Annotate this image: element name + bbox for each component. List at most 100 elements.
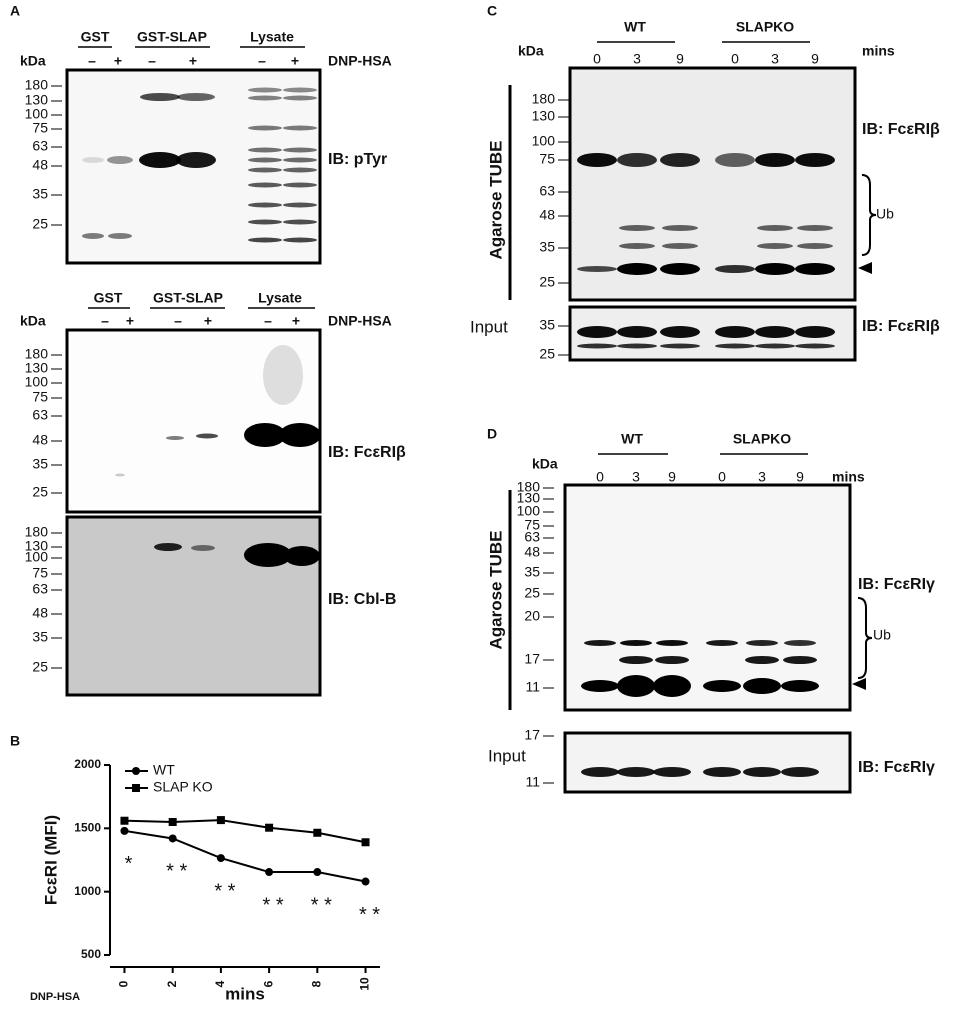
significance-label: * * [166, 861, 187, 883]
marker-label: 25 [539, 274, 555, 290]
antibody-label: IB: FcεRIγ [858, 759, 935, 776]
x-group-label: DNP-HSA [30, 991, 80, 1003]
significance-label: * [125, 853, 133, 875]
band [715, 153, 755, 167]
band [107, 156, 133, 164]
time-label: 3 [771, 51, 779, 67]
band [715, 326, 755, 338]
band [755, 153, 795, 167]
x-axis-label: mins [225, 984, 265, 1003]
time-label: 9 [811, 51, 819, 67]
band [743, 678, 781, 694]
bracket [857, 597, 873, 679]
band [617, 326, 657, 338]
kda-label: kDa [20, 53, 46, 69]
band [783, 656, 817, 664]
antibody-label: IB: Cbl-B [328, 591, 396, 608]
band [248, 182, 282, 188]
band [653, 675, 691, 697]
band [154, 543, 182, 551]
point [313, 868, 322, 877]
marker-label: 130 [25, 92, 49, 108]
band [703, 680, 741, 692]
x-tick-label: 6 [261, 980, 275, 987]
marker-label: 35 [32, 456, 48, 472]
band [581, 680, 619, 692]
band [715, 265, 755, 273]
treatment-sign: + [114, 53, 122, 69]
x-tick-label: 10 [358, 977, 372, 991]
marker-label: 180 [532, 91, 556, 107]
treatment-sign: – [101, 313, 109, 329]
band [795, 263, 835, 275]
significance-label: * * [311, 894, 332, 916]
band [655, 656, 689, 664]
marker-label: 48 [524, 544, 540, 560]
antibody-label: IB: FcεRIβ [328, 444, 406, 461]
marker-label: 48 [32, 432, 48, 448]
band [577, 153, 617, 167]
blot-box [65, 328, 322, 514]
band [620, 640, 652, 646]
band [140, 93, 180, 101]
panel-label: A [10, 3, 20, 19]
point [168, 818, 177, 826]
treatment-sign: + [291, 53, 299, 69]
marker-label: 35 [524, 564, 540, 580]
band [115, 473, 125, 477]
band [619, 656, 653, 664]
band [191, 545, 215, 551]
marker-label: 63 [539, 183, 555, 199]
group-label: Lysate [258, 290, 302, 306]
band [619, 243, 655, 249]
time-label: mins [862, 43, 895, 59]
marker-label: 35 [32, 629, 48, 645]
marker-label: 180 [25, 346, 49, 362]
point [265, 868, 274, 877]
band [244, 543, 292, 567]
series-line [124, 819, 366, 844]
band [755, 263, 795, 275]
band [757, 243, 793, 249]
band [283, 147, 317, 153]
band [248, 125, 282, 131]
group-label: GST-SLAP [153, 290, 223, 306]
antibody-label: IB: pTyr [328, 151, 387, 168]
band [82, 233, 104, 239]
band [755, 343, 795, 349]
band [283, 87, 317, 93]
marker-label: 100 [25, 374, 49, 390]
marker-label: 75 [524, 517, 540, 533]
blot-box [65, 515, 322, 697]
marker-label: 100 [25, 106, 49, 122]
band [617, 153, 657, 167]
point [313, 828, 322, 837]
band [166, 436, 184, 440]
band [584, 640, 616, 646]
input-label: Input [488, 746, 526, 765]
side-label: Agarose TUBE [486, 530, 505, 649]
legend-marker [132, 784, 140, 792]
band [656, 640, 688, 646]
treatment-sign: – [148, 53, 156, 69]
band [283, 182, 317, 188]
treatment-sign: + [189, 53, 197, 69]
panel-label: C [487, 3, 497, 19]
time-label: 3 [758, 469, 766, 485]
band [283, 157, 317, 163]
marker-label: 130 [25, 538, 49, 554]
band [248, 202, 282, 208]
band [263, 345, 303, 405]
band [177, 93, 215, 101]
band [283, 95, 317, 101]
marker-label: 25 [524, 585, 540, 601]
marker-label: 130 [25, 360, 49, 376]
marker-label: 180 [517, 479, 541, 495]
legend-label: WT [153, 762, 175, 778]
marker-label: 35 [539, 239, 555, 255]
band [795, 343, 835, 349]
marker-label: 25 [32, 216, 48, 232]
band [82, 157, 104, 163]
group-label: SLAPKO [733, 431, 791, 447]
treatment-sign: – [258, 53, 266, 69]
